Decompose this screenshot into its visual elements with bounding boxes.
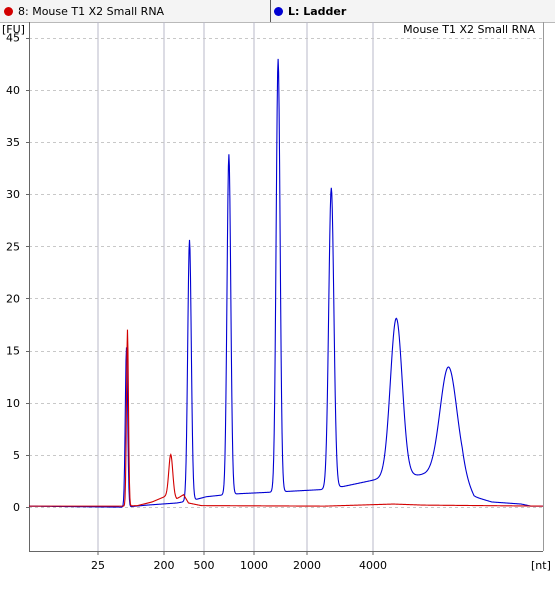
y-tick-label: 45 <box>6 32 20 45</box>
legend-sample-label: 8: Mouse T1 X2 Small RNA <box>18 4 165 18</box>
legend-ladder-label: L: Ladder <box>288 4 347 18</box>
legend-entry-ladder[interactable]: L: Ladder <box>274 0 544 22</box>
ladder-series-line <box>28 58 543 508</box>
y-tick-label: 5 <box>13 449 20 462</box>
x-tick-label: 200 <box>154 559 175 572</box>
x-tick-label: 4000 <box>359 559 387 572</box>
series-lines <box>28 58 543 508</box>
y-tick-label: 20 <box>6 292 20 305</box>
y-tick-label: 40 <box>6 84 20 97</box>
y-tick-label: 35 <box>6 136 20 149</box>
y-tick-label: 10 <box>6 397 20 410</box>
legend-bar: 8: Mouse T1 X2 Small RNA L: Ladder <box>0 0 555 23</box>
legend-divider <box>270 0 271 22</box>
grid <box>29 22 543 551</box>
y-tick-label: 0 <box>13 501 20 514</box>
x-tick-label: 1000 <box>240 559 268 572</box>
x-tick-label: 2000 <box>293 559 321 572</box>
x-axis-label: [nt] <box>531 559 551 572</box>
chart-title: Mouse T1 X2 Small RNA <box>403 23 535 36</box>
ladder-color-dot-icon <box>274 6 283 16</box>
y-tick-label: 15 <box>6 345 20 358</box>
y-tick-label: 30 <box>6 188 20 201</box>
y-tick-label: 25 <box>6 240 20 253</box>
electropherogram-chart: 0 5 10 15 20 25 30 35 40 45 25 200 500 1000 2000 4000 M… <box>0 22 555 586</box>
sample-color-dot-icon <box>4 6 13 16</box>
y-axis-label: [FU] <box>2 23 25 36</box>
axes: 0 5 10 15 20 25 30 35 40 45 25 200 500 1000 2000 4000 <box>6 22 544 572</box>
legend-entry-sample[interactable]: 8: Mouse T1 X2 Small RNA <box>4 0 266 22</box>
x-tick-label: 25 <box>91 559 105 572</box>
sample-series-line <box>29 329 543 507</box>
chart-svg: 0 5 10 15 20 25 30 35 40 45 25 200 500 1000 2000 4000 M… <box>2 22 551 572</box>
x-tick-label: 500 <box>194 559 215 572</box>
